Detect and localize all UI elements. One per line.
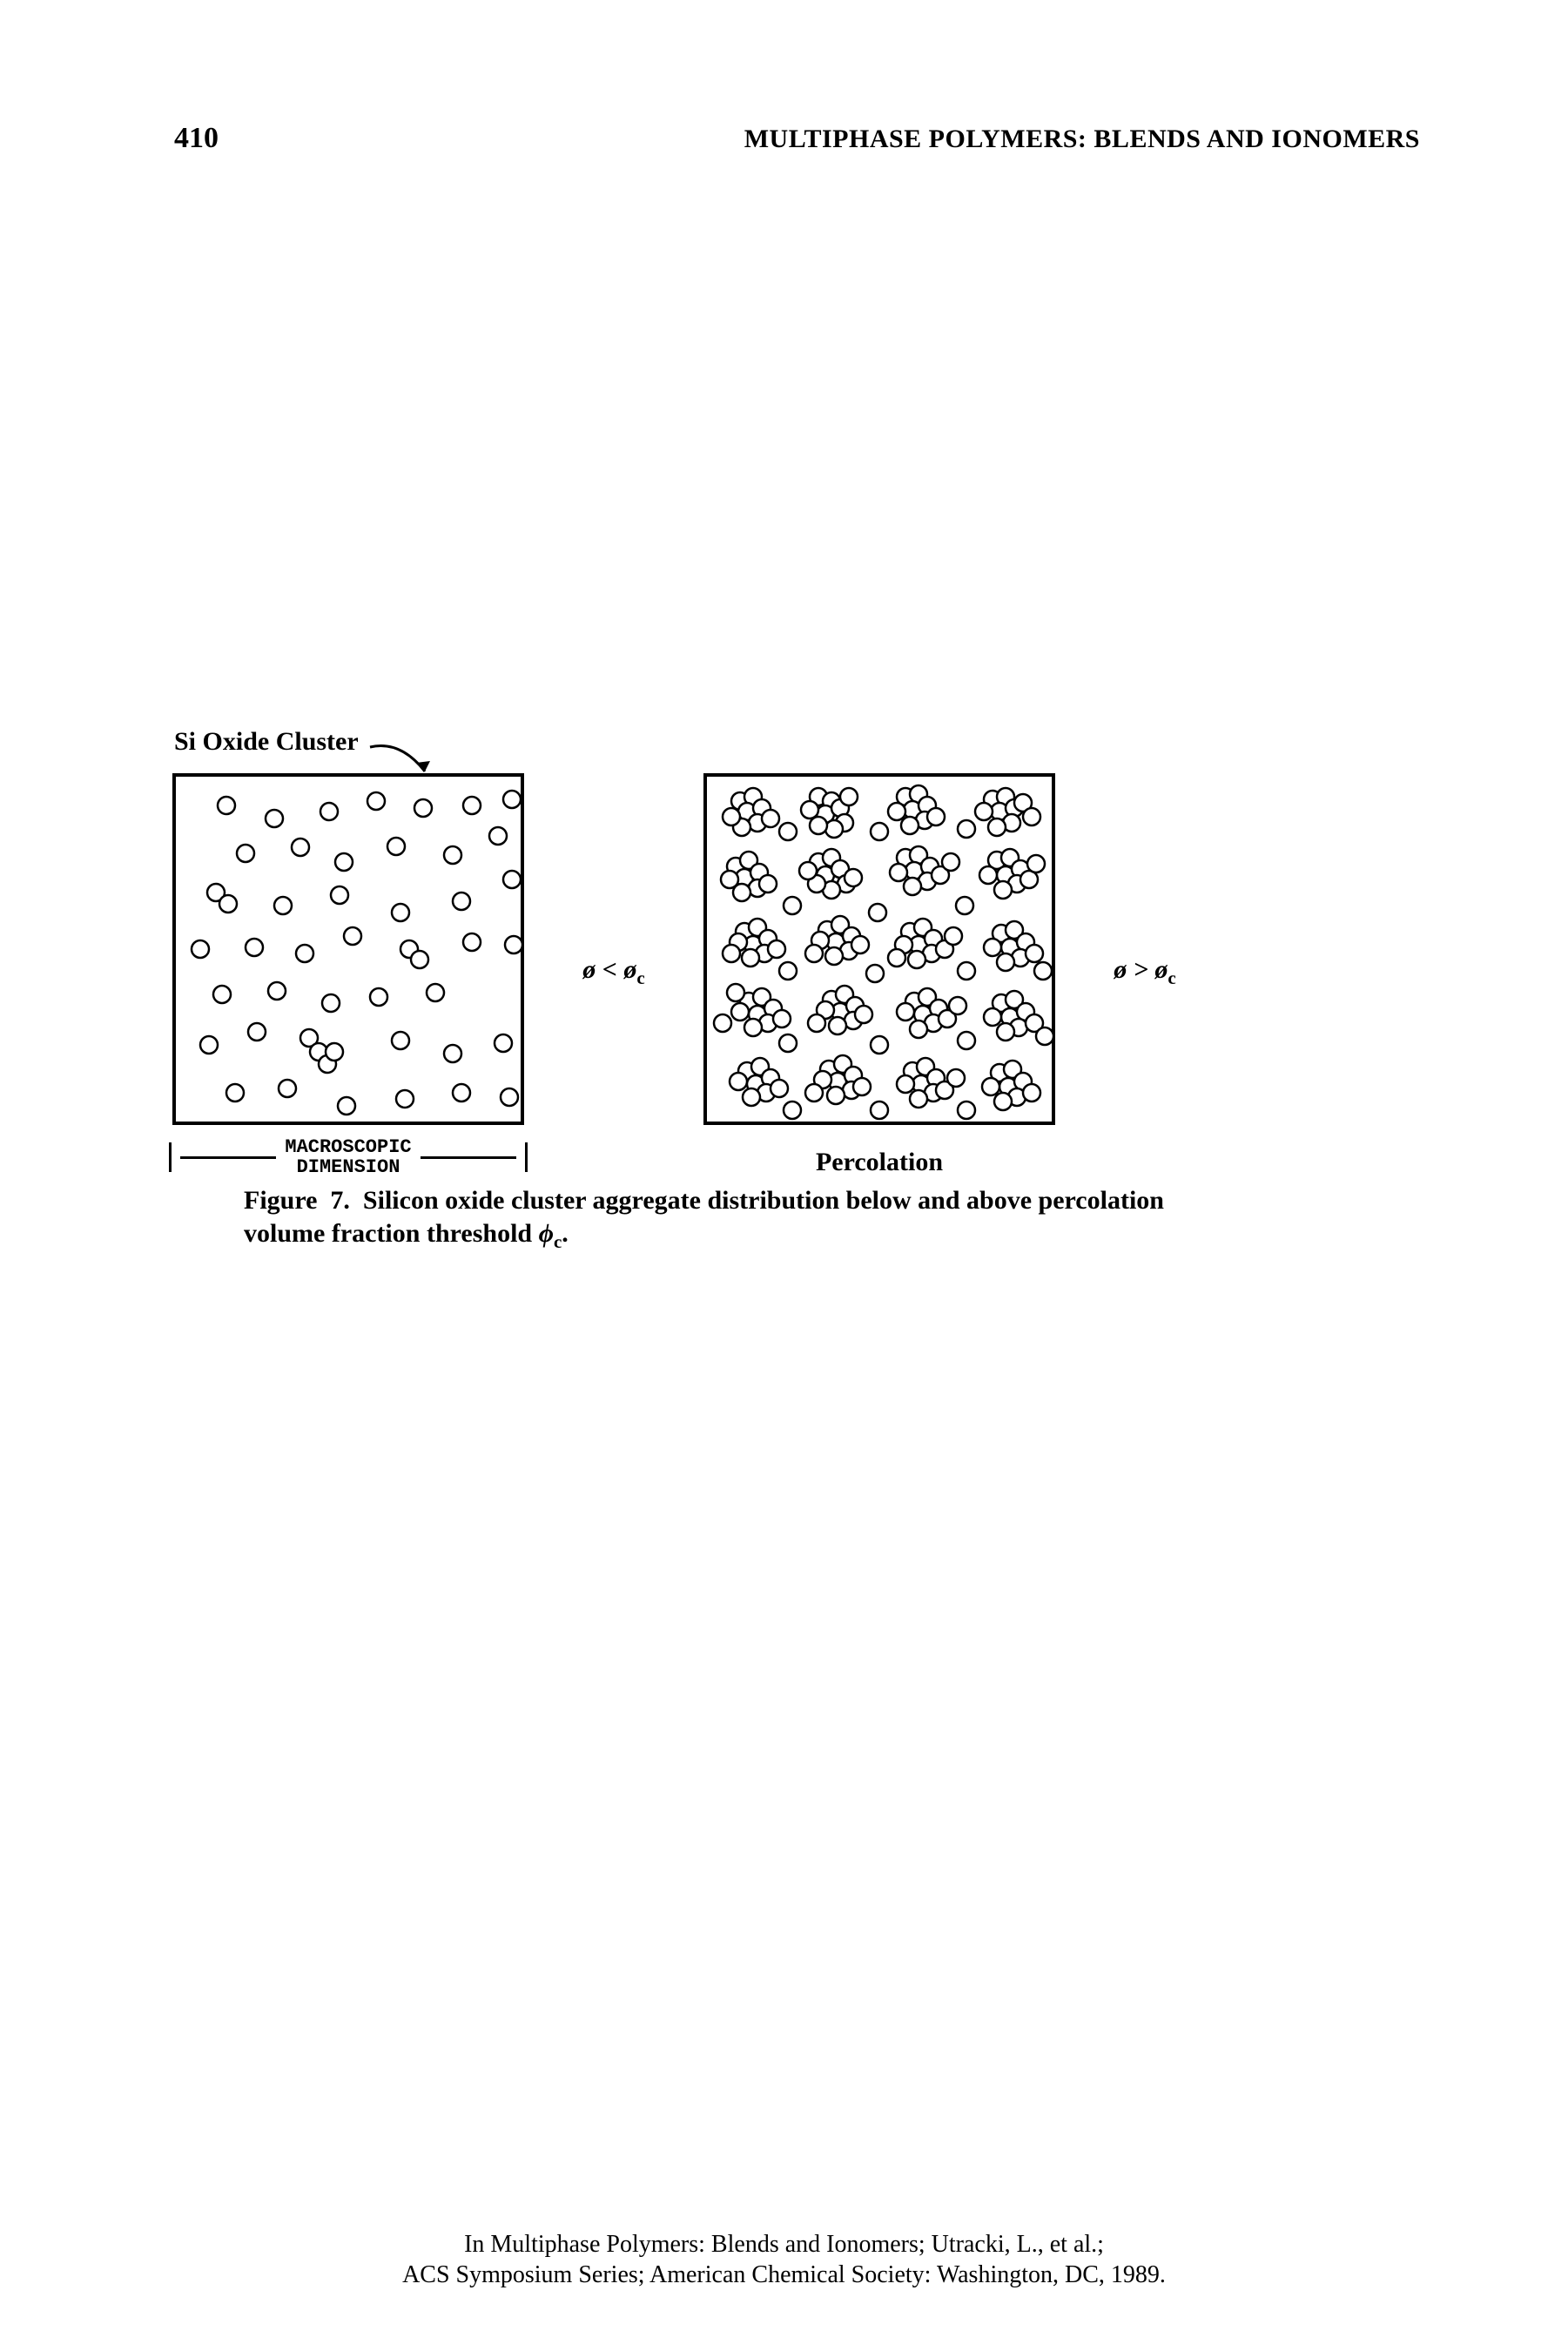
figure-7: Si Oxide Cluster MACROSCOPIC DIMENSION ø…: [165, 766, 1446, 1177]
page: 410 MULTIPHASE POLYMERS: BLENDS AND IONO…: [0, 0, 1568, 2351]
macro-line2: DIMENSION: [297, 1156, 400, 1178]
left-panel-group: MACROSCOPIC DIMENSION: [165, 766, 531, 1177]
page-number: 410: [174, 122, 219, 155]
page-header: 410 MULTIPHASE POLYMERS: BLENDS AND IONO…: [174, 122, 1420, 155]
macro-line1: MACROSCOPIC: [285, 1136, 411, 1158]
percolation-panel: [697, 766, 1062, 1132]
footer-line-2: ACS Symposium Series; American Chemical …: [402, 2261, 1166, 2288]
inequality-above-threshold: ø > øc: [1097, 955, 1193, 989]
cluster-arrow-label: Si Oxide Cluster: [174, 727, 359, 757]
running-head: MULTIPHASE POLYMERS: BLENDS AND IONOMERS: [744, 125, 1420, 154]
macroscopic-dimension-label: MACROSCOPIC DIMENSION: [165, 1137, 531, 1177]
right-panel-group: Percolation: [697, 766, 1062, 1177]
page-footer: In Multiphase Polymers: Blends and Ionom…: [0, 2229, 1568, 2290]
figure-panels-row: MACROSCOPIC DIMENSION ø < øc Percolation…: [165, 766, 1446, 1177]
inequality-below-threshold: ø < øc: [566, 955, 662, 989]
percolation-label: Percolation: [816, 1148, 943, 1177]
sparse-distribution-panel: [165, 766, 531, 1132]
footer-line-1: In Multiphase Polymers: Blends and Ionom…: [464, 2231, 1104, 2258]
figure-caption: Figure 7. Silicon oxide cluster aggregat…: [244, 1184, 1220, 1253]
